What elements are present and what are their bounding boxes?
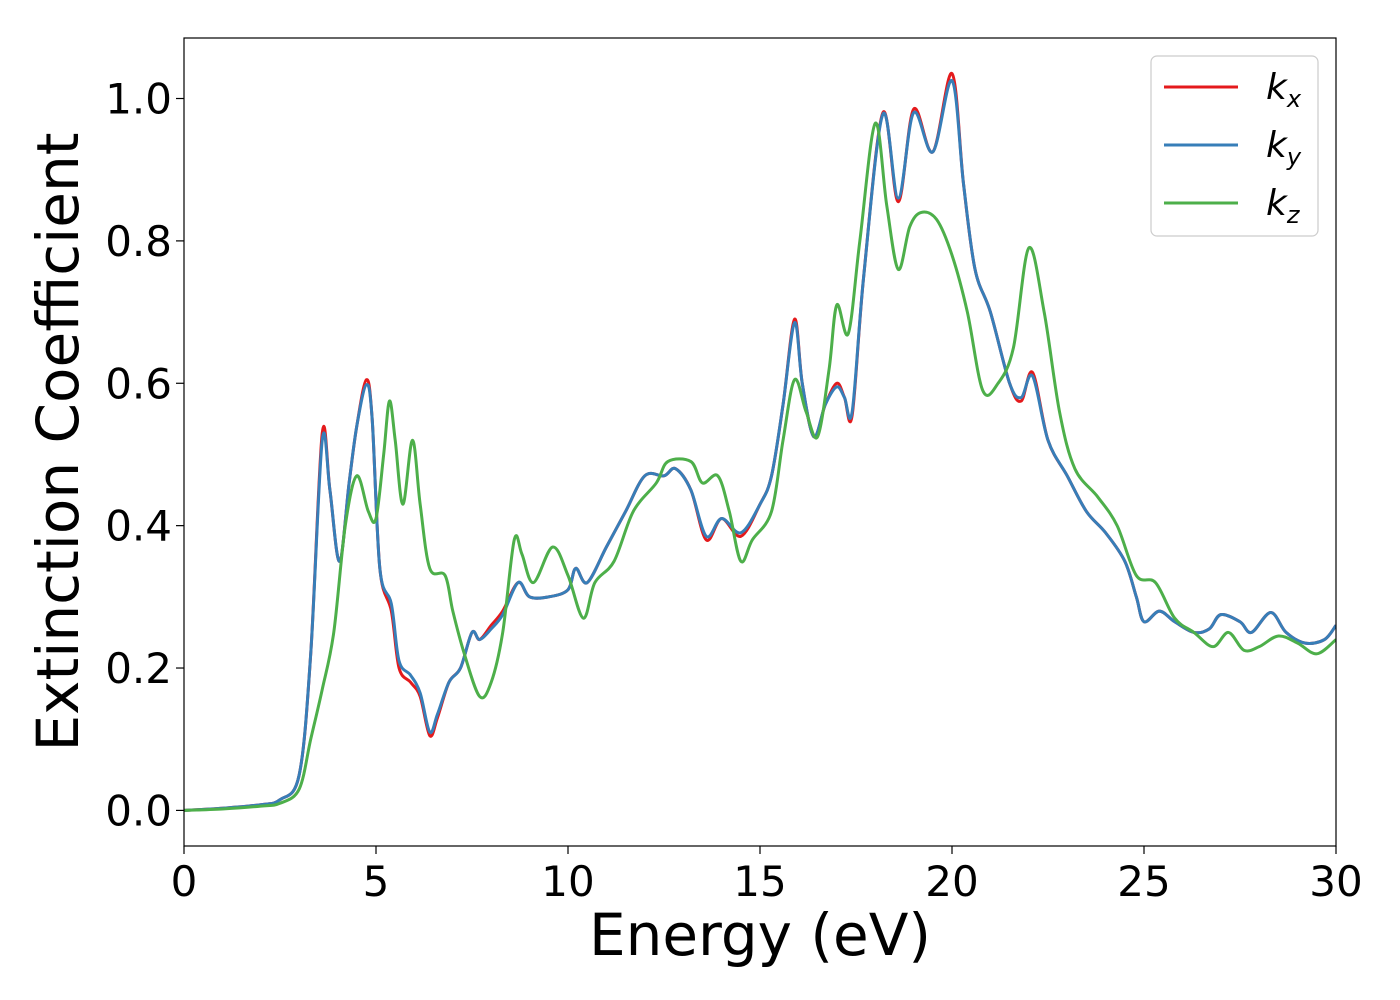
x-tick-label: 30 [1309, 857, 1362, 906]
x-axis: 0 5 10 15 20 25 30 [171, 846, 1363, 906]
y-axis-title: Extinction Coefficient [24, 133, 92, 752]
x-tick-label: 0 [171, 857, 198, 906]
x-tick-label: 20 [925, 857, 978, 906]
legend: kx ky kz [1150, 55, 1319, 237]
y-tick-label: 0.6 [105, 359, 172, 408]
y-tick-label: 0.2 [105, 644, 172, 693]
x-tick-label: 5 [363, 857, 390, 906]
x-axis-title: Energy (eV) [589, 901, 931, 969]
y-tick-label: 1.0 [105, 75, 172, 124]
x-tick-label: 10 [541, 857, 594, 906]
y-tick-label: 0.8 [105, 217, 172, 266]
y-tick-label: 0.0 [105, 786, 172, 835]
legend-label-kz: kz [1266, 183, 1301, 229]
x-tick-label: 25 [1117, 857, 1170, 906]
legend-label-ky: ky [1266, 125, 1302, 171]
y-axis: 0.0 0.2 0.4 0.6 0.8 1.0 [105, 75, 184, 835]
series-layer [184, 72, 1336, 812]
y-tick-label: 0.4 [105, 502, 172, 551]
series-line-kz [184, 121, 1336, 812]
x-tick-label: 15 [733, 857, 786, 906]
legend-label-kx: kx [1266, 67, 1302, 113]
series-line-ky [184, 79, 1336, 812]
